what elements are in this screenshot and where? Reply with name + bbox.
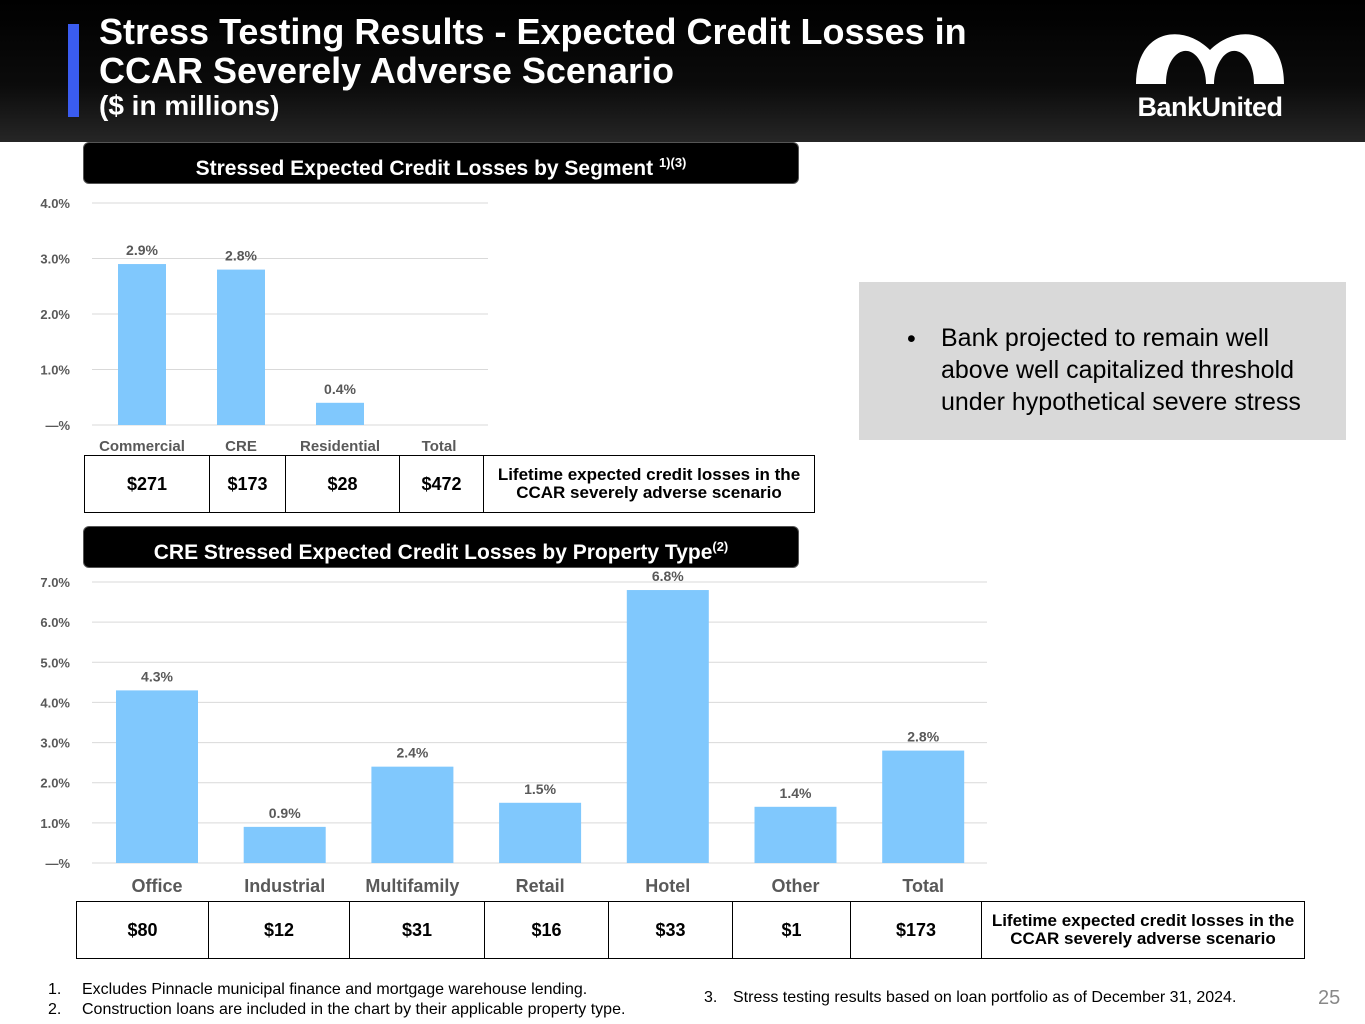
footnote-text: Stress testing results based on loan por…: [733, 989, 1237, 1006]
y-tick-label: 3.0%: [40, 252, 70, 267]
bar: [626, 590, 709, 863]
callout-bullet: •: [907, 325, 916, 353]
y-tick-label: —%: [45, 418, 70, 433]
category-label: Multifamily: [365, 876, 459, 896]
category-label: Residential: [300, 438, 380, 455]
page-subtitle: ($ in millions): [99, 90, 280, 121]
y-tick-label: 7.0%: [40, 575, 70, 590]
segment-loss-description: Lifetime expected credit losses in the C…: [483, 455, 815, 513]
bar: [217, 269, 265, 425]
segment-loss-table: $271 $173 $28 $472 Lifetime expected cre…: [84, 455, 815, 513]
segment-footnote-ref: 1)(3): [658, 155, 687, 170]
footnote-2: 2. Construction loans are included in the…: [48, 1001, 625, 1019]
bar: [754, 806, 837, 863]
y-tick-label: 4.0%: [40, 695, 70, 710]
y-tick-label: 1.0%: [40, 816, 70, 831]
title-line-2: CCAR Severely Adverse Scenario: [99, 50, 674, 91]
property-loss-value: $31: [349, 901, 485, 959]
property-footnote-ref: (2): [712, 539, 729, 554]
logo-text: BankUnited: [1137, 92, 1283, 122]
category-label: Retail: [516, 876, 565, 896]
data-label: 2.8%: [907, 729, 939, 745]
y-tick-label: 2.0%: [40, 307, 70, 322]
bar: [118, 264, 166, 425]
property-loss-value: $1: [732, 901, 851, 959]
y-tick-label: —%: [45, 856, 70, 871]
callout-text: Bank projected to remain well above well…: [941, 324, 1301, 416]
category-label: Other: [771, 876, 819, 896]
segment-section-header: Stressed Expected Credit Losses by Segme…: [84, 143, 798, 183]
property-loss-value: $16: [484, 901, 609, 959]
bar: [499, 802, 582, 863]
footnote-1: 1. Excludes Pinnacle municipal finance an…: [48, 981, 587, 999]
bar: [243, 826, 326, 863]
property-loss-value: $173: [850, 901, 982, 959]
y-tick-label: 4.0%: [40, 196, 70, 211]
y-tick-label: 3.0%: [40, 736, 70, 751]
arch-logo-icon: [1136, 34, 1284, 84]
category-label: Hotel: [645, 876, 690, 896]
property-section-title: CRE Stressed Expected Credit Losses by P…: [153, 541, 713, 564]
segment-loss-value: $472: [399, 455, 484, 513]
bankunited-logo: BankUnited: [1130, 20, 1290, 124]
footnote-text: Excludes Pinnacle municipal finance and …: [82, 981, 588, 998]
data-label: 2.4%: [396, 745, 428, 761]
data-label: 2.9%: [126, 242, 158, 258]
data-label: 2.8%: [225, 248, 257, 264]
footnote-number: 1.: [48, 981, 62, 998]
y-tick-label: 6.0%: [40, 615, 70, 630]
data-label: 6.8%: [652, 568, 684, 584]
bar: [882, 750, 965, 863]
property-loss-description: Lifetime expected credit losses in the C…: [981, 901, 1305, 959]
page-number: 25: [1318, 987, 1341, 1009]
bar: [316, 402, 364, 425]
segment-loss-value: $271: [84, 455, 210, 513]
y-tick-label: 2.0%: [40, 776, 70, 791]
segment-loss-value: $173: [209, 455, 286, 513]
property-section-header: CRE Stressed Expected Credit Losses by P…: [84, 527, 798, 567]
property-loss-value: $80: [76, 901, 209, 959]
data-label: 1.4%: [780, 785, 812, 801]
data-label: 0.4%: [324, 381, 356, 397]
segment-bar-chart: —% 1.0% 2.0% 3.0% 4.0% 2.9% Commercial 2.8% CRE 0…: [40, 196, 488, 455]
category-label: Total: [422, 438, 457, 455]
bar: [371, 766, 454, 863]
accent-bar: [68, 24, 79, 117]
y-tick-label: 5.0%: [40, 655, 70, 670]
title-line-1: Stress Testing Results - Expected Credit…: [99, 11, 967, 52]
bar: [116, 690, 198, 863]
property-loss-table: $80 $12 $31 $16 $33 $1 $173 Lifetime exp…: [76, 901, 1305, 959]
callout-box: • Bank projected to remain well above we…: [859, 282, 1346, 440]
page-title: Stress Testing Results - Expected Credit…: [99, 12, 967, 90]
category-label: Commercial: [99, 438, 185, 455]
header-banner: Stress Testing Results - Expected Credit…: [0, 0, 1365, 142]
y-tick-label: 1.0%: [40, 363, 70, 378]
category-label: Office: [131, 876, 182, 896]
property-loss-value: $12: [208, 901, 350, 959]
footnote-3: 3. Stress testing results based on loan p…: [704, 989, 1236, 1007]
data-label: 1.5%: [524, 781, 556, 797]
data-label: 4.3%: [141, 668, 173, 684]
category-label: CRE: [225, 438, 257, 455]
property-loss-value: $33: [608, 901, 733, 959]
footnote-number: 2.: [48, 1001, 62, 1018]
segment-section-title: Stressed Expected Credit Losses by Segme…: [195, 157, 654, 180]
property-type-bar-chart: —% 1.0% 2.0% 3.0% 4.0% 5.0% 6.0% 7.0% 4.3% Office…: [40, 568, 987, 896]
segment-loss-value: $28: [285, 455, 400, 513]
footnote-text: Construction loans are included in the c…: [82, 1001, 626, 1018]
footnote-number: 3.: [704, 989, 718, 1006]
category-label: Total: [902, 876, 944, 896]
data-label: 0.9%: [269, 805, 301, 821]
category-label: Industrial: [244, 876, 325, 896]
